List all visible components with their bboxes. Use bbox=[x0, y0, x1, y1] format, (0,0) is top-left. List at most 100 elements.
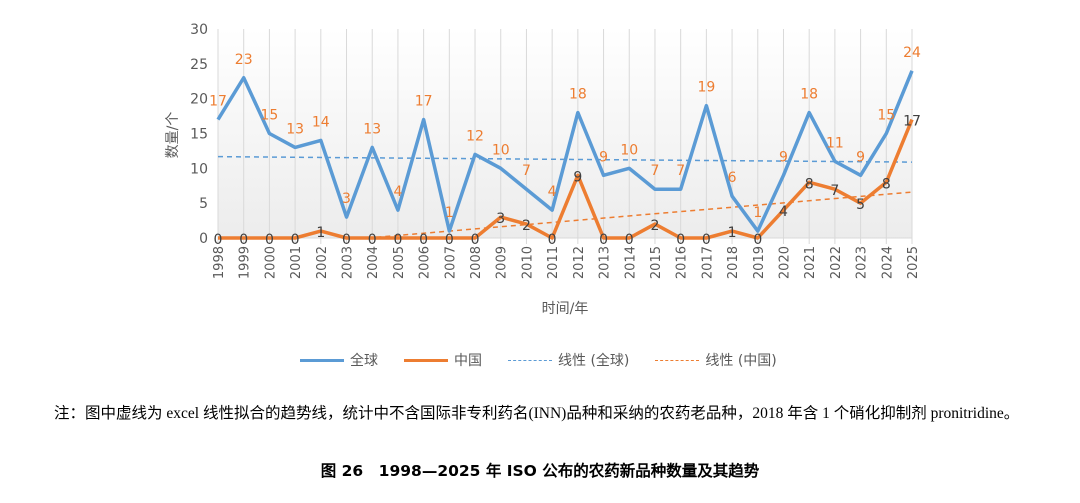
x-axis-title: 时间/年 bbox=[542, 301, 589, 317]
line-chart: 1998 1999 2000 2001 2002 2003 2004 2005 2006 2007… bbox=[165, 22, 921, 317]
data-label: 4 bbox=[779, 204, 788, 220]
x-tick-label: 2008 bbox=[469, 246, 484, 279]
legend-swatch-trend-china bbox=[655, 359, 700, 361]
data-label: 1 bbox=[445, 205, 454, 221]
data-label: 9 bbox=[599, 149, 608, 165]
y-tick-label: 25 bbox=[190, 57, 208, 73]
legend-item-trend-china: 线性 (中国) bbox=[655, 350, 777, 370]
data-label: 17 bbox=[209, 94, 227, 110]
y-tick-label: 30 bbox=[190, 22, 208, 38]
data-label: 17 bbox=[903, 114, 921, 130]
trendline-global bbox=[217, 155, 913, 163]
legend-label: 线性 (全球) bbox=[558, 353, 630, 369]
data-label: 0 bbox=[291, 232, 300, 248]
data-label: 1 bbox=[753, 205, 762, 221]
y-axis-title: 数量/个 bbox=[165, 112, 181, 159]
trendline-china bbox=[367, 191, 913, 239]
y-tick-label: 10 bbox=[190, 161, 208, 177]
data-label: 0 bbox=[676, 232, 685, 248]
x-tick-label: 1998 bbox=[212, 246, 227, 279]
data-label: 2 bbox=[651, 218, 660, 234]
data-label: 9 bbox=[779, 149, 788, 165]
x-tick-label: 2017 bbox=[700, 246, 715, 279]
x-tick-label: 2000 bbox=[263, 246, 278, 279]
data-label: 17 bbox=[415, 94, 433, 110]
x-tick-label: 2020 bbox=[777, 246, 792, 279]
x-tick-label: 2018 bbox=[726, 246, 741, 279]
legend: 全球 中国 线性 (全球) 线性 (中国) bbox=[300, 350, 777, 370]
y-tick-label: 20 bbox=[190, 92, 208, 108]
legend-item-global: 全球 bbox=[300, 350, 378, 370]
x-tick-label: 2002 bbox=[315, 246, 330, 279]
x-tick-label: 2014 bbox=[623, 246, 638, 279]
data-label: 9 bbox=[573, 169, 582, 185]
x-tick-label: 2023 bbox=[855, 246, 870, 279]
x-tick-label: 2021 bbox=[803, 246, 818, 279]
data-label: 4 bbox=[548, 184, 557, 200]
data-label: 4 bbox=[393, 184, 402, 200]
data-label: 11 bbox=[826, 135, 844, 151]
data-label: 6 bbox=[728, 170, 737, 186]
x-tick-label: 2010 bbox=[520, 246, 535, 279]
data-label: 9 bbox=[856, 149, 865, 165]
data-label: 12 bbox=[466, 128, 484, 144]
legend-label: 中国 bbox=[454, 353, 482, 369]
data-label: 23 bbox=[235, 52, 253, 68]
legend-item-trend-global: 线性 (全球) bbox=[508, 350, 629, 370]
data-label: 10 bbox=[492, 142, 510, 158]
x-tick-label: 2012 bbox=[572, 246, 587, 279]
data-label: 0 bbox=[625, 232, 634, 248]
data-label: 8 bbox=[805, 176, 814, 192]
data-label: 3 bbox=[342, 191, 351, 207]
x-tick-label: 2016 bbox=[675, 246, 690, 279]
legend-swatch-trend-global bbox=[508, 359, 552, 361]
data-label: 13 bbox=[286, 121, 304, 137]
x-tick-label: 2019 bbox=[752, 246, 767, 279]
x-tick-label: 1999 bbox=[238, 246, 253, 279]
data-label: 7 bbox=[676, 163, 685, 179]
data-label: 0 bbox=[599, 232, 608, 248]
series-line-china bbox=[218, 118, 914, 240]
legend-label: 全球 bbox=[350, 353, 378, 369]
data-label: 5 bbox=[856, 197, 865, 213]
x-tick-label: 2005 bbox=[392, 246, 407, 279]
data-label: 15 bbox=[877, 108, 895, 124]
x-tick-label: 2024 bbox=[880, 246, 895, 279]
footnote: 注：图中虚线为 excel 线性拟合的趋势线，统计中不含国际非专利药名(INN)… bbox=[54, 405, 1020, 422]
legend-swatch-china bbox=[404, 358, 448, 362]
data-label: 0 bbox=[265, 232, 274, 248]
data-label: 1 bbox=[316, 225, 325, 241]
data-label: 3 bbox=[496, 211, 505, 227]
y-tick-label: 0 bbox=[199, 231, 208, 247]
data-label: 0 bbox=[368, 232, 377, 248]
figure-caption: 图 26 1998—2025 年 ISO 公布的农药新品种数量及其趋势 bbox=[320, 462, 760, 480]
data-label: 10 bbox=[620, 142, 638, 158]
data-label: 0 bbox=[419, 232, 428, 248]
y-tick-label: 15 bbox=[190, 127, 208, 143]
data-label: 0 bbox=[445, 232, 454, 248]
data-label: 18 bbox=[800, 87, 818, 103]
data-label: 0 bbox=[471, 232, 480, 248]
data-label: 7 bbox=[522, 163, 531, 179]
x-tick-label: 2011 bbox=[546, 246, 561, 279]
data-label: 24 bbox=[903, 45, 921, 61]
data-label: 0 bbox=[753, 232, 762, 248]
data-label: 2 bbox=[522, 218, 531, 234]
data-label: 7 bbox=[830, 183, 839, 199]
data-label: 15 bbox=[260, 108, 278, 124]
data-label: 14 bbox=[312, 114, 330, 130]
x-tick-label: 2022 bbox=[829, 246, 844, 279]
data-label: 0 bbox=[239, 232, 248, 248]
x-tick-label: 2025 bbox=[906, 246, 921, 279]
data-label: 19 bbox=[697, 80, 715, 96]
legend-item-china: 中国 bbox=[404, 350, 482, 370]
y-tick-label: 5 bbox=[199, 196, 208, 212]
data-label: 1 bbox=[728, 225, 737, 241]
x-tick-label: 2009 bbox=[495, 246, 510, 279]
data-label: 0 bbox=[214, 232, 223, 248]
x-tick-label: 2007 bbox=[443, 246, 458, 279]
legend-swatch-global bbox=[300, 358, 344, 362]
legend-label: 线性 (中国) bbox=[705, 353, 777, 369]
x-tick-label: 2003 bbox=[341, 246, 356, 279]
data-label: 0 bbox=[393, 232, 402, 248]
